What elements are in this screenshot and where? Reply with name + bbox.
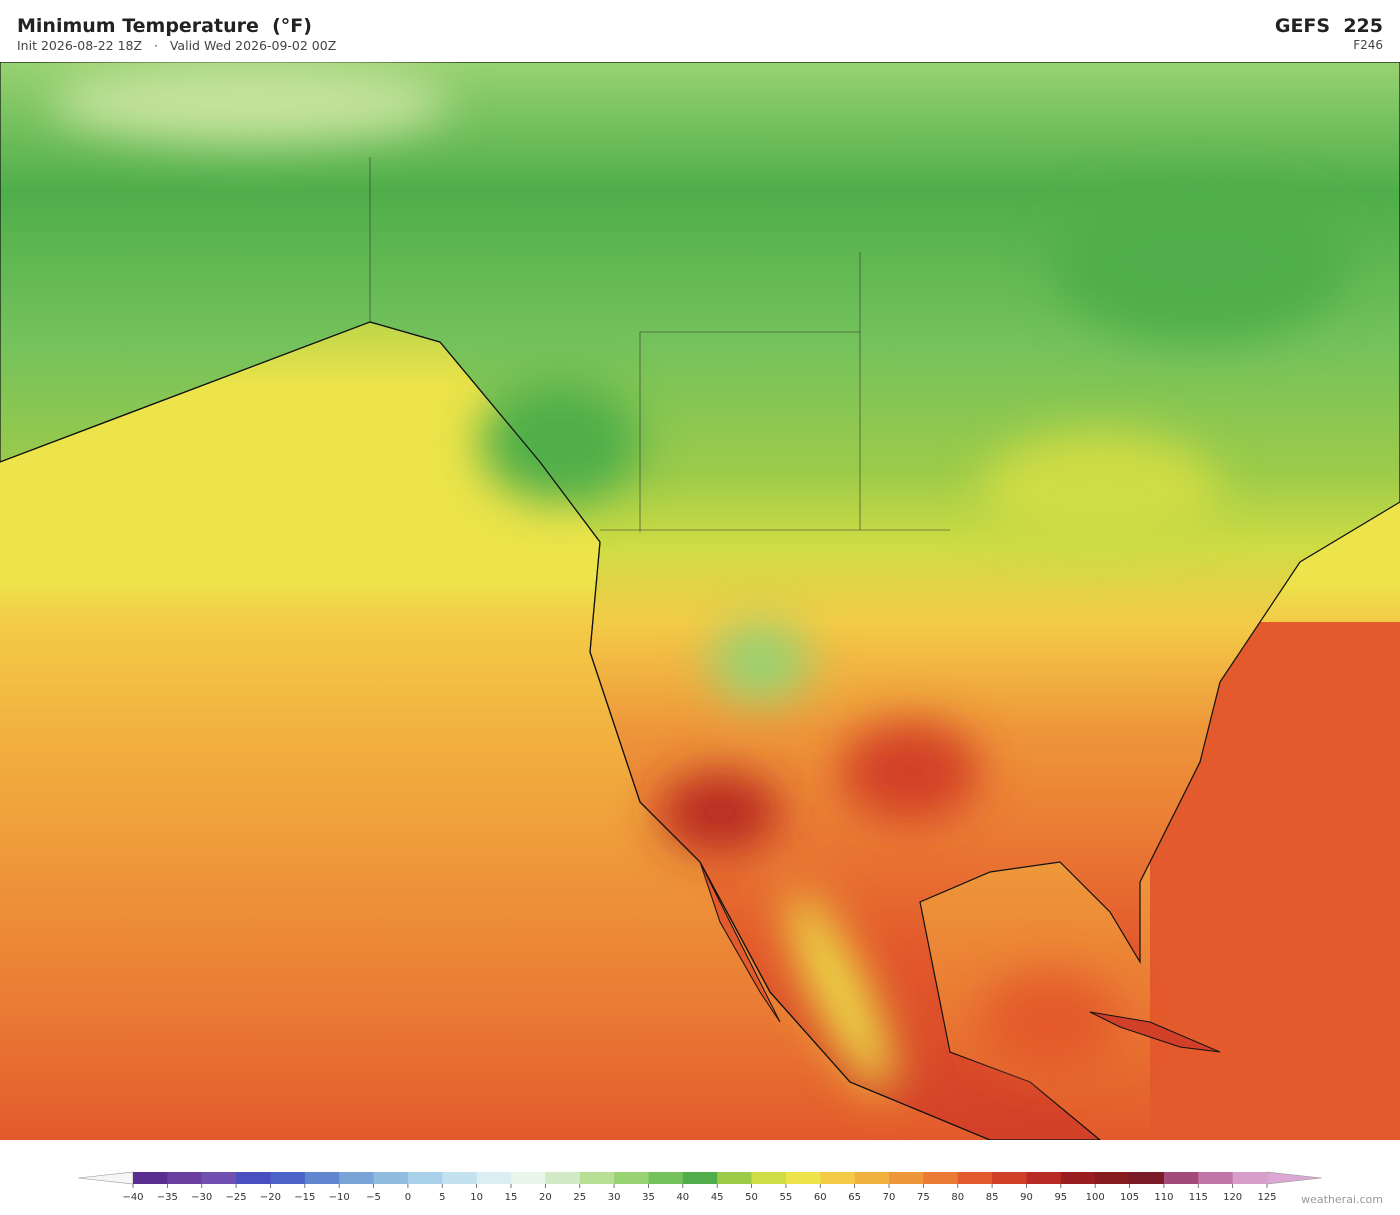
colorbar-segment bbox=[820, 1172, 856, 1184]
colorbar-segment bbox=[1232, 1172, 1268, 1184]
temperature-patches bbox=[50, 62, 1350, 1093]
colorbar-segment bbox=[957, 1172, 993, 1184]
colorbar-tick-label: −15 bbox=[294, 1192, 315, 1203]
colorbar-segment bbox=[992, 1172, 1027, 1184]
colorbar-tick-label: −10 bbox=[329, 1192, 350, 1203]
colorbar-tick-label: 30 bbox=[608, 1192, 621, 1203]
colorbar-segment bbox=[442, 1172, 478, 1184]
colorbar-segment bbox=[889, 1172, 924, 1184]
colorbar-tick-label: 15 bbox=[505, 1192, 518, 1203]
colorbar-tick-label: −5 bbox=[366, 1192, 381, 1203]
colorbar-tick-label: −30 bbox=[191, 1192, 212, 1203]
colorbar-tick-label: −20 bbox=[260, 1192, 281, 1203]
colorbar-tick-label: 85 bbox=[986, 1192, 999, 1203]
map bbox=[0, 62, 1400, 1140]
colorbar-tick-label: 50 bbox=[745, 1192, 758, 1203]
colorbar-segment bbox=[1026, 1172, 1062, 1184]
colorbar-tick-label: 125 bbox=[1257, 1192, 1276, 1203]
colorbar-segment bbox=[270, 1172, 306, 1184]
colorbar-tick-label: 60 bbox=[814, 1192, 827, 1203]
colorbar-segment bbox=[133, 1172, 168, 1184]
colorbar-tick-label: 10 bbox=[470, 1192, 483, 1203]
colorbar-tick-label: 90 bbox=[1020, 1192, 1033, 1203]
colorbar-tick-label: 95 bbox=[1054, 1192, 1067, 1203]
colorbar-segment bbox=[682, 1172, 718, 1184]
colorbar-segment bbox=[579, 1172, 615, 1184]
watermark: weatherai.com bbox=[1301, 1193, 1383, 1206]
colorbar-segment bbox=[1060, 1172, 1096, 1184]
colorbar-segment bbox=[923, 1172, 959, 1184]
coastline bbox=[0, 321, 991, 1140]
colorbar-tick-label: 75 bbox=[917, 1192, 930, 1203]
colorbar-tick-label: 100 bbox=[1086, 1192, 1105, 1203]
borders bbox=[369, 157, 950, 532]
colorbar-tick-label: 5 bbox=[439, 1192, 445, 1203]
colorbar-tick-label: −25 bbox=[226, 1192, 247, 1203]
colorbar-segment bbox=[751, 1172, 787, 1184]
colorbar-segment bbox=[854, 1172, 890, 1184]
colorbar-segment bbox=[614, 1172, 649, 1184]
colorbar-segment bbox=[373, 1172, 409, 1184]
baja bbox=[699, 861, 781, 1023]
colorbar: weatherai.com −40 −35 −30 −25 −20 −15 −10 −5 0 5 1… bbox=[77, 1171, 1383, 1206]
colorbar-segment bbox=[785, 1172, 821, 1184]
colorbar-tick-label: 35 bbox=[642, 1192, 655, 1203]
colorbar-segment bbox=[1095, 1172, 1131, 1184]
model: GEFS 225 bbox=[1274, 15, 1383, 37]
colorbar-tick-label: 55 bbox=[780, 1192, 793, 1203]
colorbar-tick-label: 0 bbox=[405, 1192, 411, 1203]
subtitle: Init 2026-08-22 18Z · Valid Wed 2026-09-… bbox=[17, 38, 337, 53]
colorbar-segment bbox=[201, 1172, 237, 1184]
colorbar-tick-label: −35 bbox=[157, 1192, 178, 1203]
colorbar-tick-label: 70 bbox=[883, 1192, 896, 1203]
colorbar-segment bbox=[339, 1172, 375, 1184]
colorbar-tick-label: 25 bbox=[573, 1192, 586, 1203]
colorbar-tick-label: 40 bbox=[676, 1192, 689, 1203]
colorbar-tick-label: 65 bbox=[848, 1192, 861, 1203]
colorbar-segment bbox=[304, 1172, 340, 1184]
colorbar-tick-label: 120 bbox=[1223, 1192, 1242, 1203]
colorbar-tick-label: 115 bbox=[1189, 1192, 1208, 1203]
colorbar-segment bbox=[407, 1172, 443, 1184]
colorbar-tick-label: 105 bbox=[1120, 1192, 1139, 1203]
colorbar-segment bbox=[511, 1172, 546, 1184]
colorbar-segment bbox=[236, 1172, 271, 1184]
colorbar-tick-label: 80 bbox=[951, 1192, 964, 1203]
colorbar-segment bbox=[1163, 1172, 1199, 1184]
colorbar-tick-label: −40 bbox=[122, 1192, 143, 1203]
colorbar-segment bbox=[1198, 1172, 1234, 1184]
colorbar-segment bbox=[545, 1172, 581, 1184]
colorbar-segment bbox=[717, 1172, 753, 1184]
colorbar-segment bbox=[648, 1172, 684, 1184]
colorbar-segment bbox=[476, 1172, 512, 1184]
colorbar-low-extend bbox=[77, 1171, 134, 1185]
colorbar-segment bbox=[167, 1172, 203, 1184]
forecast-hour: F246 bbox=[1353, 38, 1383, 52]
colorbar-segment bbox=[1129, 1172, 1165, 1184]
colorbar-tick-label: 20 bbox=[539, 1192, 552, 1203]
title: Minimum Temperature (°F) bbox=[17, 15, 312, 37]
colorbar-tick-label: 110 bbox=[1154, 1192, 1173, 1203]
cuba bbox=[1089, 1011, 1221, 1053]
colorbar-high-extend bbox=[1266, 1171, 1323, 1185]
colorbar-tick-label: 45 bbox=[711, 1192, 724, 1203]
